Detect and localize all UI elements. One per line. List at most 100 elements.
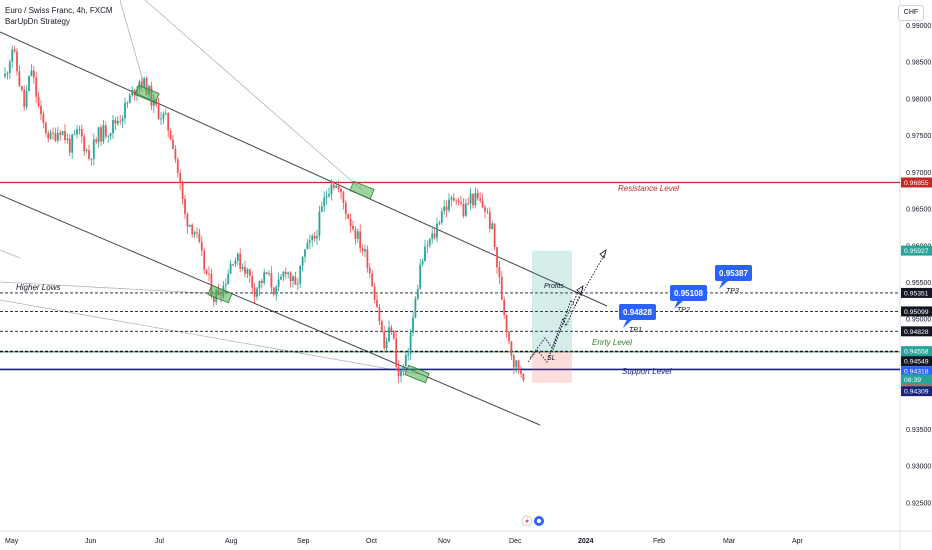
candle-body <box>392 331 395 339</box>
candle-body <box>400 370 402 377</box>
target-value: 0.95108 <box>674 289 703 298</box>
candle-body <box>366 249 369 268</box>
candle-body <box>4 73 6 77</box>
price-label-text: 0.96855 <box>904 180 929 187</box>
candle-body <box>498 267 501 278</box>
candle-body <box>114 120 117 124</box>
touch-highlight <box>207 284 233 304</box>
candle-body <box>311 235 314 241</box>
candle-body <box>347 213 350 219</box>
candle-body <box>359 231 362 249</box>
candle-body <box>191 224 194 235</box>
candle-body <box>354 229 357 239</box>
price-label-box <box>901 346 932 357</box>
candle-body <box>52 132 54 134</box>
candle-body <box>316 236 318 239</box>
candle-body <box>280 276 282 280</box>
candle-body <box>18 71 21 87</box>
candle-body <box>289 272 292 281</box>
lower-channel-line <box>0 194 541 426</box>
candle-body <box>208 273 210 275</box>
target-callout: 0.95387 TP3 <box>715 265 752 295</box>
candle-body <box>292 276 294 281</box>
entry-label: Enrty Level <box>592 338 632 347</box>
symbol-title: Euro / Swiss Franc, 4h, FXCM <box>5 6 113 15</box>
candle-body <box>155 99 158 105</box>
candle-body <box>383 331 386 348</box>
candle-body <box>160 118 162 120</box>
callout-box <box>715 265 752 281</box>
candle-body <box>83 136 86 152</box>
replay-logo-icon[interactable] <box>521 514 545 528</box>
target-tag: TP1 <box>629 327 642 334</box>
candle-body <box>128 95 131 103</box>
candle-body <box>35 77 38 97</box>
candle-body <box>61 131 64 135</box>
candle-body <box>407 353 410 356</box>
candle-body <box>340 188 342 193</box>
candle-body <box>397 366 400 377</box>
x-tick-label: Apr <box>792 538 804 545</box>
candle-body <box>402 366 405 371</box>
y-tick-label: 0.99000 <box>906 23 931 30</box>
support-label: Support Level <box>622 367 672 376</box>
price-label-text: 0.94828 <box>904 329 929 336</box>
price-label-box <box>901 386 932 397</box>
price-axis-label: 0.95927 <box>901 245 932 256</box>
x-tick-label: 2024 <box>578 538 594 545</box>
candle-body <box>133 89 136 96</box>
candle-body <box>486 211 489 213</box>
price-axis-label: 0.96855 <box>901 177 932 188</box>
x-tick-label: Dec <box>509 538 522 545</box>
resistance-label: Resistance Level <box>618 184 679 193</box>
candle-body <box>265 272 268 275</box>
y-tick-label: 0.97000 <box>906 170 931 177</box>
candle-body <box>412 317 414 333</box>
candle-body <box>40 105 42 115</box>
currency-button[interactable]: CHF <box>898 5 924 21</box>
candle-body <box>88 150 90 159</box>
candle-body <box>464 203 467 216</box>
price-label-box <box>901 366 932 377</box>
candle-body <box>275 286 278 295</box>
candle-body <box>505 314 508 332</box>
candle-body <box>140 81 143 88</box>
candle-body <box>248 269 251 277</box>
candle-body <box>37 96 40 106</box>
x-tick-label: Jun <box>85 538 96 545</box>
candle-body <box>44 122 47 134</box>
price-label-text: 08:39 <box>904 377 921 384</box>
price-label-text: 0.94549 <box>904 359 929 366</box>
candle-body <box>419 264 422 289</box>
candle-body <box>438 222 441 224</box>
x-tick-label: Oct <box>366 538 377 545</box>
candle-body <box>234 260 237 265</box>
candle-body <box>299 265 302 284</box>
candle-body <box>104 125 107 137</box>
candle-body <box>428 239 431 246</box>
price-label-text: 0.94558 <box>904 349 929 356</box>
candle-body <box>203 250 206 270</box>
candle-body <box>313 235 316 239</box>
candle-body <box>421 261 424 265</box>
projection-path <box>527 287 584 363</box>
candle-body <box>503 299 506 315</box>
candle-body <box>176 159 179 173</box>
callout-pointer <box>719 280 729 289</box>
candle-body <box>306 242 309 250</box>
candle-body <box>246 269 249 274</box>
price-label-box <box>901 177 932 188</box>
candle-body <box>244 266 246 274</box>
candle-body <box>95 139 98 142</box>
candle-body <box>85 150 88 152</box>
candle-body <box>179 172 182 183</box>
candle-body <box>164 112 167 114</box>
candle-body <box>448 199 450 211</box>
candle-body <box>450 197 453 200</box>
candle-body <box>186 213 189 227</box>
price-label-box <box>901 287 932 298</box>
candle-body <box>344 202 347 214</box>
candle-body <box>256 288 258 297</box>
